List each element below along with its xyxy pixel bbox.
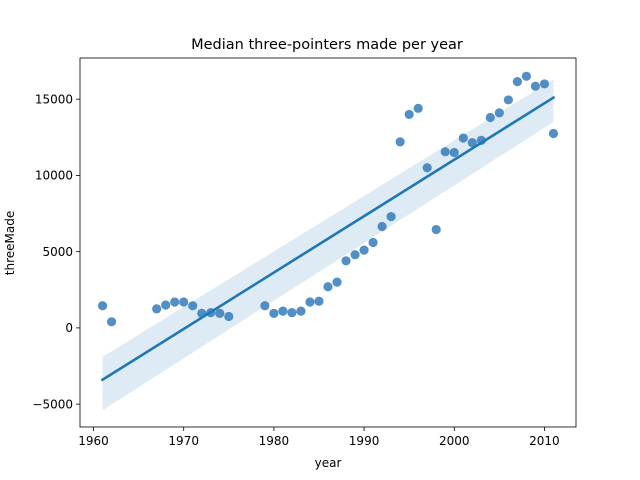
confidence-band: [102, 79, 554, 411]
data-point: [332, 277, 342, 287]
data-point: [350, 250, 360, 260]
data-point: [458, 133, 468, 143]
data-point: [503, 95, 513, 105]
y-tick-label: 10000: [35, 169, 73, 183]
x-tick-label: 1990: [349, 434, 380, 448]
chart-title: Median three-pointers made per year: [191, 37, 463, 53]
x-tick-label: 1960: [78, 434, 109, 448]
regression-line-layer: [100, 95, 556, 382]
data-point: [161, 300, 171, 310]
x-axis-label: year: [315, 456, 342, 470]
data-point: [548, 128, 559, 139]
regression-line: [100, 95, 556, 382]
data-point: [512, 77, 522, 87]
data-point: [97, 301, 108, 311]
data-point: [539, 79, 550, 89]
data-point: [431, 224, 441, 235]
x-tick-label: 2000: [439, 434, 470, 448]
data-point: [377, 221, 387, 232]
data-point: [215, 308, 225, 319]
y-tick-label: −5000: [32, 397, 73, 411]
data-point: [323, 282, 333, 292]
data-point: [449, 147, 459, 158]
data-point: [287, 308, 297, 318]
data-point: [521, 71, 532, 81]
data-point: [296, 306, 306, 316]
y-tick-label: 0: [65, 321, 73, 335]
x-tick-label: 1980: [259, 434, 290, 448]
y-axis-ticks: −5000 0 5000 10000 15000: [32, 92, 80, 411]
data-point: [179, 297, 189, 307]
data-point: [440, 147, 450, 157]
y-tick-label: 15000: [35, 92, 73, 106]
data-point: [106, 317, 117, 327]
data-point: [278, 306, 288, 316]
data-point: [359, 245, 369, 255]
data-point: [404, 109, 414, 120]
data-point: [305, 297, 315, 307]
data-point: [188, 301, 198, 311]
data-point: [485, 112, 495, 123]
data-point: [224, 311, 234, 322]
data-point: [341, 256, 351, 266]
data-point: [395, 137, 405, 147]
data-point: [386, 211, 396, 222]
x-tick-label: 1970: [168, 434, 199, 448]
data-point: [413, 103, 423, 113]
data-point: [260, 301, 270, 311]
plot-frame: [79, 57, 577, 428]
y-axis-label: threeMade: [3, 211, 17, 275]
data-point: [467, 138, 477, 148]
y-tick-label: 5000: [42, 245, 73, 259]
data-point: [422, 163, 432, 173]
data-point: [152, 304, 162, 314]
data-point: [170, 297, 180, 307]
x-axis-ticks: 1960 1970 1980 1990 2000 2010: [78, 427, 560, 448]
x-tick-label: 2010: [529, 434, 560, 448]
data-point: [314, 296, 324, 306]
data-point: [494, 108, 504, 118]
points-layer: [97, 71, 559, 327]
data-point: [530, 81, 541, 91]
confidence-band-layer: [102, 79, 554, 411]
data-point: [368, 237, 378, 248]
data-point: [269, 308, 279, 319]
